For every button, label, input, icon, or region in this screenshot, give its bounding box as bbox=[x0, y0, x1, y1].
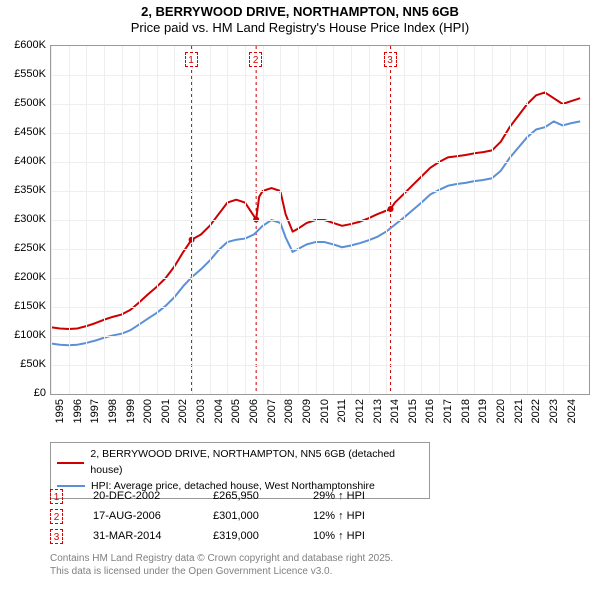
x-tick-label: 2005 bbox=[230, 399, 242, 423]
y-tick-label: £250K bbox=[14, 242, 46, 254]
sales-marker-icon: 1 bbox=[50, 489, 63, 504]
sales-date: 20-DEC-2002 bbox=[93, 490, 213, 502]
legend-swatch bbox=[57, 462, 84, 464]
footer-line2: This data is licensed under the Open Gov… bbox=[50, 565, 393, 578]
x-axis-ticks: 1995 1996 1997 1998 1999 2000 2001 2002 2003 2004… bbox=[50, 397, 590, 442]
y-tick-label: £150K bbox=[14, 300, 46, 312]
sale-marker-1: 1 bbox=[185, 52, 198, 67]
sales-row: 1 20-DEC-2002£265,95029% ↑ HPI bbox=[50, 486, 413, 506]
footer: Contains HM Land Registry data © Crown c… bbox=[50, 552, 393, 578]
x-tick-label: 2017 bbox=[442, 399, 454, 423]
x-tick-label: 2011 bbox=[336, 399, 348, 423]
x-tick-label: 2007 bbox=[266, 399, 278, 423]
y-tick-label: £550K bbox=[14, 68, 46, 80]
x-tick-label: 1996 bbox=[72, 399, 84, 423]
sales-date: 31-MAR-2014 bbox=[93, 530, 213, 542]
y-tick-label: £100K bbox=[14, 329, 46, 341]
y-tick-label: £0 bbox=[34, 387, 46, 399]
sales-date: 17-AUG-2006 bbox=[93, 510, 213, 522]
x-tick-label: 1999 bbox=[125, 399, 137, 423]
x-tick-label: 2022 bbox=[530, 399, 542, 423]
x-tick-label: 2014 bbox=[389, 399, 401, 423]
x-tick-label: 2003 bbox=[195, 399, 207, 423]
y-tick-label: £450K bbox=[14, 126, 46, 138]
x-tick-label: 2024 bbox=[566, 399, 578, 423]
x-tick-label: 2013 bbox=[372, 399, 384, 423]
x-tick-label: 2020 bbox=[495, 399, 507, 423]
sales-hpi: 29% ↑ HPI bbox=[313, 490, 413, 502]
sales-marker-icon: 3 bbox=[50, 529, 63, 544]
x-tick-label: 2021 bbox=[513, 399, 525, 423]
x-tick-label: 1997 bbox=[89, 399, 101, 423]
x-tick-label: 2012 bbox=[354, 399, 366, 423]
x-tick-label: 2002 bbox=[177, 399, 189, 423]
title-line1: 2, BERRYWOOD DRIVE, NORTHAMPTON, NN5 6GB bbox=[0, 4, 600, 20]
sales-table: 1 20-DEC-2002£265,95029% ↑ HPI 2 17-AUG-200… bbox=[50, 486, 413, 546]
legend-label: 2, BERRYWOOD DRIVE, NORTHAMPTON, NN5 6GB… bbox=[90, 447, 423, 479]
sale-marker-2: 2 bbox=[249, 52, 262, 67]
sales-row: 3 31-MAR-2014£319,00010% ↑ HPI bbox=[50, 526, 413, 546]
y-tick-label: £50K bbox=[20, 358, 46, 370]
x-tick-label: 2000 bbox=[142, 399, 154, 423]
title-block: 2, BERRYWOOD DRIVE, NORTHAMPTON, NN5 6GB… bbox=[0, 0, 600, 37]
title-line2: Price paid vs. HM Land Registry's House … bbox=[0, 20, 600, 36]
sales-price: £301,000 bbox=[213, 510, 313, 522]
x-tick-label: 2004 bbox=[213, 399, 225, 423]
x-tick-label: 2019 bbox=[477, 399, 489, 423]
x-tick-label: 2018 bbox=[460, 399, 472, 423]
x-tick-label: 1998 bbox=[107, 399, 119, 423]
sales-hpi: 10% ↑ HPI bbox=[313, 530, 413, 542]
sales-row: 2 17-AUG-2006£301,00012% ↑ HPI bbox=[50, 506, 413, 526]
x-tick-label: 2008 bbox=[283, 399, 295, 423]
sales-hpi: 12% ↑ HPI bbox=[313, 510, 413, 522]
x-tick-label: 2016 bbox=[424, 399, 436, 423]
chart-area: 1 2 3 bbox=[50, 45, 590, 395]
legend-row: 2, BERRYWOOD DRIVE, NORTHAMPTON, NN5 6GB… bbox=[57, 447, 423, 479]
sales-price: £319,000 bbox=[213, 530, 313, 542]
sales-marker-icon: 2 bbox=[50, 509, 63, 524]
x-tick-label: 1995 bbox=[54, 399, 66, 423]
x-tick-label: 2006 bbox=[248, 399, 260, 423]
x-tick-label: 2010 bbox=[319, 399, 331, 423]
y-axis-ticks: £0£50K£100K£150K£200K£250K£300K£350K£400… bbox=[0, 45, 48, 395]
sales-price: £265,950 bbox=[213, 490, 313, 502]
x-tick-label: 2023 bbox=[548, 399, 560, 423]
x-tick-label: 2015 bbox=[407, 399, 419, 423]
y-tick-label: £300K bbox=[14, 213, 46, 225]
y-tick-label: £500K bbox=[14, 97, 46, 109]
chart-container: { "title": { "line1": "2, BERRYWOOD DRIV… bbox=[0, 0, 600, 590]
y-tick-label: £200K bbox=[14, 271, 46, 283]
sale-marker-3: 3 bbox=[384, 52, 397, 67]
x-tick-label: 2009 bbox=[301, 399, 313, 423]
y-tick-label: £400K bbox=[14, 155, 46, 167]
y-tick-label: £350K bbox=[14, 184, 46, 196]
y-tick-label: £600K bbox=[14, 39, 46, 51]
footer-line1: Contains HM Land Registry data © Crown c… bbox=[50, 552, 393, 565]
x-tick-label: 2001 bbox=[160, 399, 172, 423]
